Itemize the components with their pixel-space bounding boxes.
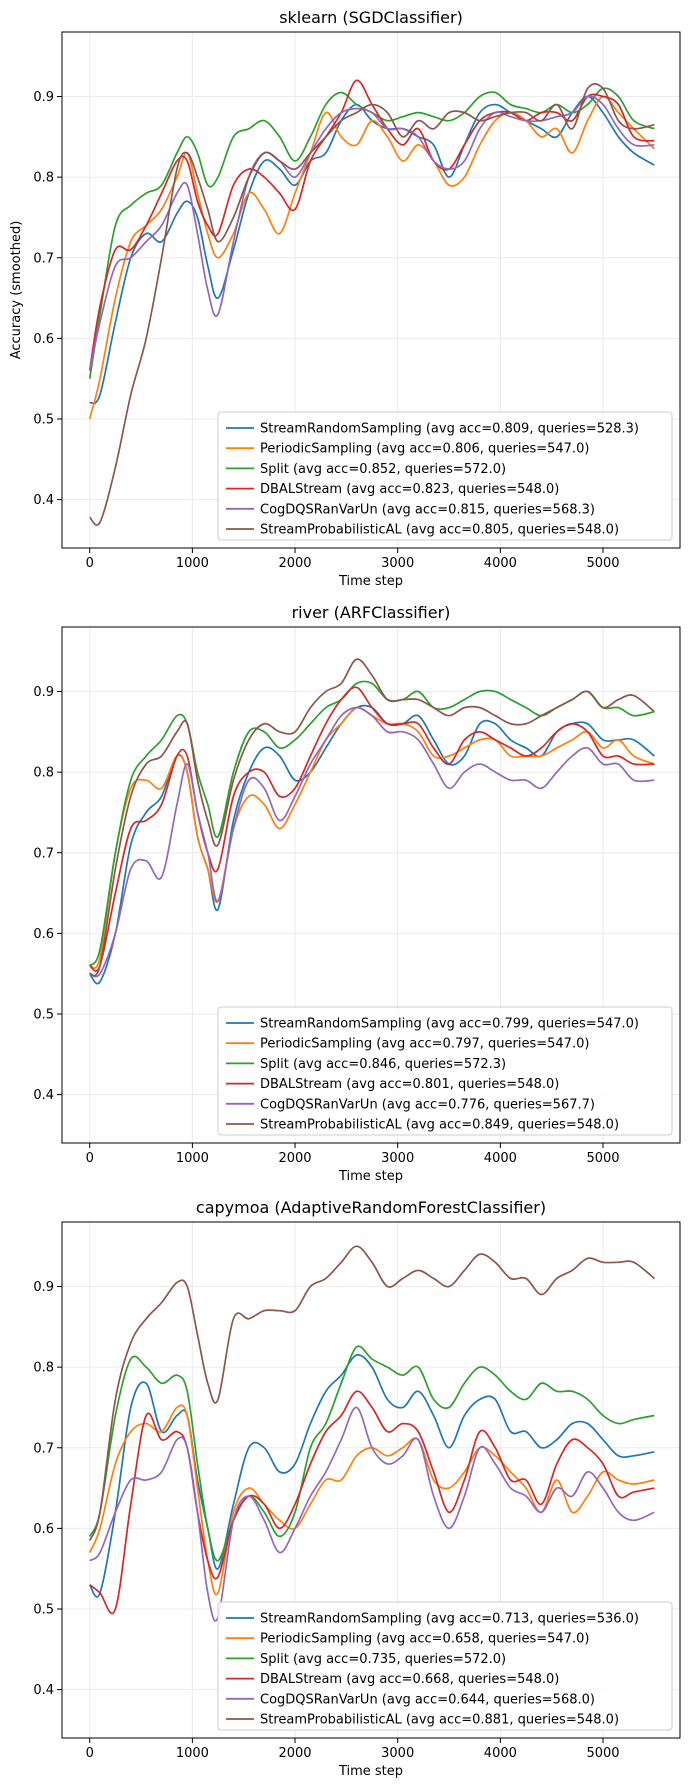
legend-label-dbalstream: DBALStream (avg acc=0.823, queries=548.0… bbox=[260, 482, 559, 497]
legend-label-streamrandomsampling: StreamRandomSampling (avg acc=0.713, que… bbox=[260, 1612, 639, 1627]
legend-label-cogdqsranvarun: CogDQSRanVarUn (avg acc=0.776, queries=5… bbox=[260, 1097, 595, 1112]
y-tick-label: 0.6 bbox=[33, 927, 54, 942]
series-line-cogdqsranvarun bbox=[88, 95, 655, 371]
series-line-split bbox=[88, 87, 655, 379]
series-line-dbalstream bbox=[89, 1390, 655, 1615]
x-tick-label: 1000 bbox=[176, 1746, 209, 1761]
legend-label-split: Split (avg acc=0.846, queries=572.3) bbox=[260, 1057, 506, 1072]
legend-label-periodicsampling: PeriodicSampling (avg acc=0.797, queries… bbox=[260, 1037, 589, 1052]
x-tick-label: 4000 bbox=[484, 1151, 517, 1166]
legend-label-periodicsampling: PeriodicSampling (avg acc=0.658, queries… bbox=[260, 1632, 589, 1647]
series-group bbox=[88, 79, 655, 526]
plot-frame bbox=[61, 31, 681, 549]
x-tick-label: 3000 bbox=[381, 1151, 414, 1166]
series-line-streamprobabilistical bbox=[88, 658, 655, 977]
x-tick-label: 0 bbox=[86, 1151, 94, 1166]
y-tick-label: 0.6 bbox=[33, 332, 54, 347]
x-axis-label: Time step bbox=[338, 1169, 403, 1184]
legend-label-split: Split (avg acc=0.852, queries=572.0) bbox=[260, 462, 506, 477]
legend-label-cogdqsranvarun: CogDQSRanVarUn (avg acc=0.815, queries=5… bbox=[260, 502, 595, 517]
x-tick-label: 0 bbox=[86, 556, 94, 571]
x-tick-label: 2000 bbox=[278, 1151, 311, 1166]
plot-frame bbox=[61, 1221, 681, 1739]
series-group bbox=[88, 658, 655, 985]
x-axis-label: Time step bbox=[338, 1764, 403, 1779]
y-tick-label: 0.9 bbox=[33, 90, 54, 105]
chart-title: capymoa (AdaptiveRandomForestClassifier) bbox=[196, 1198, 546, 1217]
series-line-split bbox=[88, 1345, 655, 1562]
series-line-cogdqsranvarun bbox=[89, 1406, 655, 1622]
x-tick-label: 2000 bbox=[278, 1746, 311, 1761]
x-tick-label: 4000 bbox=[484, 1746, 517, 1761]
y-tick-label: 0.9 bbox=[33, 685, 54, 700]
y-tick-label: 0.8 bbox=[33, 1361, 54, 1376]
y-tick-label: 0.7 bbox=[33, 1441, 54, 1456]
x-tick-label: 3000 bbox=[381, 556, 414, 571]
y-tick-label: 0.4 bbox=[33, 1088, 54, 1103]
y-tick-label: 0.5 bbox=[33, 413, 54, 428]
chart-panel-2: 0 1000 2000 3000 4000 5000 0.4 0.5 0.6 0.7 0.8 0.9 c… bbox=[33, 1198, 681, 1779]
legend-label-streamprobabilistical: StreamProbabilisticAL (avg acc=0.849, qu… bbox=[260, 1118, 619, 1133]
x-axis-label: Time step bbox=[338, 574, 403, 589]
x-tick-label: 4000 bbox=[484, 556, 517, 571]
y-tick-label: 0.5 bbox=[33, 1603, 54, 1618]
x-tick-label: 0 bbox=[86, 1746, 94, 1761]
legend: StreamRandomSampling (avg acc=0.713, que… bbox=[217, 1601, 673, 1731]
x-tick-label: 5000 bbox=[586, 1746, 619, 1761]
legend-box bbox=[217, 411, 673, 541]
y-tick-label: 0.5 bbox=[33, 1008, 54, 1023]
legend-label-streamprobabilistical: StreamProbabilisticAL (avg acc=0.881, qu… bbox=[260, 1713, 619, 1728]
y-tick-label: 0.8 bbox=[33, 766, 54, 781]
legend-label-cogdqsranvarun: CogDQSRanVarUn (avg acc=0.644, queries=5… bbox=[260, 1692, 595, 1707]
legend-label-dbalstream: DBALStream (avg acc=0.801, queries=548.0… bbox=[260, 1077, 559, 1092]
y-tick-label: 0.7 bbox=[33, 846, 54, 861]
x-tick-label: 3000 bbox=[381, 1746, 414, 1761]
chart-title: river (ARFClassifier) bbox=[292, 603, 451, 622]
legend: StreamRandomSampling (avg acc=0.809, que… bbox=[217, 411, 673, 541]
series-line-dbalstream bbox=[89, 686, 655, 972]
legend-box bbox=[217, 1601, 673, 1731]
chart-panel-0: 0 1000 2000 3000 4000 5000 0.4 0.5 0.6 0.7 0.8 0.9 s… bbox=[9, 8, 681, 589]
series-line-streamrandomsampling bbox=[89, 1354, 655, 1598]
legend-label-streamprobabilistical: StreamProbabilisticAL (avg acc=0.805, qu… bbox=[260, 523, 619, 538]
legend-label-split: Split (avg acc=0.735, queries=572.0) bbox=[260, 1652, 506, 1667]
y-tick-label: 0.7 bbox=[33, 251, 54, 266]
chart-title: sklearn (SGDClassifier) bbox=[279, 8, 463, 27]
series-line-streamprobabilistical bbox=[89, 83, 655, 526]
legend-label-streamrandomsampling: StreamRandomSampling (avg acc=0.809, que… bbox=[260, 422, 639, 437]
series-line-cogdqsranvarun bbox=[89, 706, 655, 978]
legend-label-periodicsampling: PeriodicSampling (avg acc=0.806, queries… bbox=[260, 442, 589, 457]
x-tick-label: 1000 bbox=[176, 1151, 209, 1166]
x-tick-label: 5000 bbox=[586, 1151, 619, 1166]
x-tick-label: 5000 bbox=[586, 556, 619, 571]
y-tick-label: 0.6 bbox=[33, 1522, 54, 1537]
y-axis-label: Accuracy (smoothed) bbox=[9, 221, 24, 360]
y-tick-label: 0.8 bbox=[33, 171, 54, 186]
x-tick-label: 1000 bbox=[176, 556, 209, 571]
legend-label-streamrandomsampling: StreamRandomSampling (avg acc=0.799, que… bbox=[260, 1017, 639, 1032]
legend: StreamRandomSampling (avg acc=0.799, que… bbox=[217, 1006, 673, 1136]
legend-label-dbalstream: DBALStream (avg acc=0.668, queries=548.0… bbox=[260, 1672, 559, 1687]
series-line-periodicsampling bbox=[88, 95, 655, 420]
legend-box bbox=[217, 1006, 673, 1136]
y-tick-label: 0.4 bbox=[33, 493, 54, 508]
y-tick-label: 0.4 bbox=[33, 1683, 54, 1698]
series-group bbox=[88, 1245, 655, 1622]
y-tick-label: 0.9 bbox=[33, 1280, 54, 1295]
series-line-periodicsampling bbox=[88, 1404, 655, 1596]
series-line-streamprobabilistical bbox=[88, 1245, 655, 1541]
x-tick-label: 2000 bbox=[278, 556, 311, 571]
chart-panel-1: 0 1000 2000 3000 4000 5000 0.4 0.5 0.6 0.7 0.8 0.9 r… bbox=[33, 603, 681, 1184]
plot-frame bbox=[61, 626, 681, 1144]
